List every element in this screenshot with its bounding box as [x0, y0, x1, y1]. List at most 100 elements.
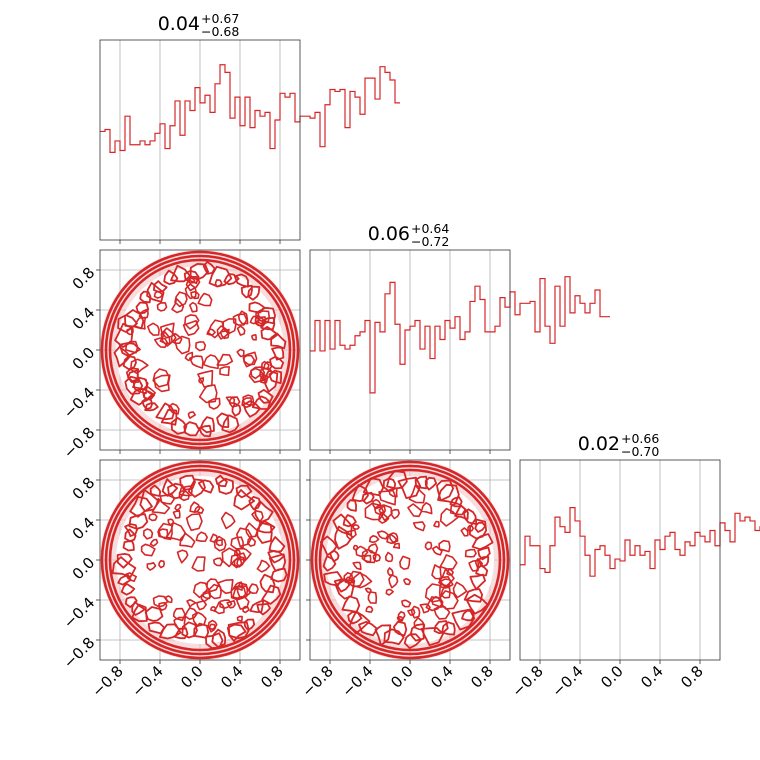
contour-island [385, 588, 394, 596]
contour-island [146, 562, 157, 571]
contour-blob [181, 621, 198, 639]
contour-island [191, 556, 206, 572]
contour-island [202, 354, 219, 370]
contour-blob [469, 573, 486, 590]
y-tick-label: 0.8 [69, 264, 99, 294]
contour-blob [332, 513, 353, 536]
contour-blob [267, 550, 286, 564]
contour-blob [414, 475, 428, 490]
contour-boundary [108, 258, 292, 442]
contour-blob [474, 521, 487, 533]
contour-island [143, 390, 156, 400]
contour-blob [128, 513, 149, 530]
contour-island [235, 595, 250, 610]
x-tick-label: 0.4 [637, 662, 667, 692]
y-tick-label: −0.8 [60, 634, 98, 672]
contour-island [125, 572, 137, 582]
contour-island [126, 327, 134, 336]
contour-island [377, 530, 389, 540]
contour-island [208, 397, 221, 410]
contour-blob [235, 484, 253, 499]
x-tick-labels-col3: −0.8 −0.4 0.0 0.4 0.8 [508, 662, 706, 700]
contour-island [431, 564, 443, 580]
contour-island [200, 591, 212, 603]
contour-island [420, 502, 433, 515]
contour-blob [329, 549, 340, 563]
contour-island [251, 334, 257, 341]
contour-island [241, 397, 253, 408]
contour-island [452, 581, 468, 599]
histogram-panel-param2 [309, 249, 610, 454]
contour-island [132, 377, 149, 391]
y-tick-labels-row3: −0.8−0.4 0.0 0.4 0.8 [60, 474, 98, 672]
contour-island [378, 511, 390, 524]
contour-blob [170, 264, 191, 283]
contour-island [151, 497, 171, 515]
contour-blob [436, 479, 454, 502]
contour-island [439, 554, 458, 570]
contour-island [433, 605, 451, 620]
contour-island [148, 513, 158, 522]
contour-blob [243, 618, 256, 631]
histogram-panel-param1 [99, 39, 400, 244]
contour-island [168, 402, 180, 415]
contour-island [401, 599, 412, 608]
contour-blob [116, 553, 133, 569]
contour-blob [231, 402, 242, 417]
contour-island [172, 607, 186, 622]
contour-island [235, 546, 252, 561]
contour-blob [347, 611, 363, 625]
contour-island [248, 366, 266, 384]
contour-island [186, 599, 197, 608]
contour-blob [233, 489, 256, 511]
contour-blob [111, 556, 137, 578]
contour-island [188, 277, 196, 284]
contour-island [202, 590, 211, 600]
x-tick-label: 0.0 [387, 662, 417, 692]
contour-blob [197, 479, 215, 494]
marginal-title-3: 0.02 +0.66 −0.70 [578, 431, 660, 459]
contour-blob [211, 628, 227, 648]
contour-island [197, 369, 214, 388]
axes-frame [99, 249, 301, 451]
contour-blob [342, 514, 357, 528]
contour-blob [403, 633, 422, 649]
contour-island [213, 535, 227, 552]
contour-island [209, 533, 218, 543]
contour-blob [129, 496, 153, 518]
contour-island [198, 384, 218, 404]
contour-island [347, 570, 365, 588]
contour-island [251, 510, 264, 522]
contour-island [173, 616, 186, 630]
contour-island [460, 527, 469, 537]
contour-island [361, 548, 377, 564]
contour-island [236, 325, 246, 336]
contour-blob [393, 620, 408, 637]
contour-blob [193, 622, 210, 639]
contour-island [355, 545, 369, 557]
contour-island [158, 560, 165, 569]
contour-island [233, 557, 243, 568]
contour-island [221, 547, 242, 568]
contour-panel-param2-vs-param1 [96, 249, 301, 454]
x-tick-label: 0.4 [427, 662, 457, 692]
contour-island [229, 396, 241, 408]
contour-island [189, 301, 198, 313]
contour-island [367, 591, 378, 604]
x-tick-label: 0.8 [257, 662, 287, 692]
contour-island [237, 310, 249, 325]
contour-island [198, 377, 204, 384]
y-tick-label: −0.4 [60, 384, 98, 422]
y-tick-labels-row2: −0.8−0.4 0.0 0.4 0.8 [60, 264, 98, 462]
contour-island [396, 615, 404, 622]
contour-boundary [108, 468, 292, 652]
contour-island [185, 275, 201, 292]
contour-blob [383, 628, 405, 645]
contour-island [378, 489, 397, 506]
title-upper-error: +0.64 [411, 221, 449, 236]
contour-blob [215, 474, 228, 488]
contour-blob [397, 476, 422, 499]
contour-island [419, 603, 431, 614]
contour-blob [147, 621, 166, 635]
x-tick-label: −0.8 [298, 662, 336, 700]
